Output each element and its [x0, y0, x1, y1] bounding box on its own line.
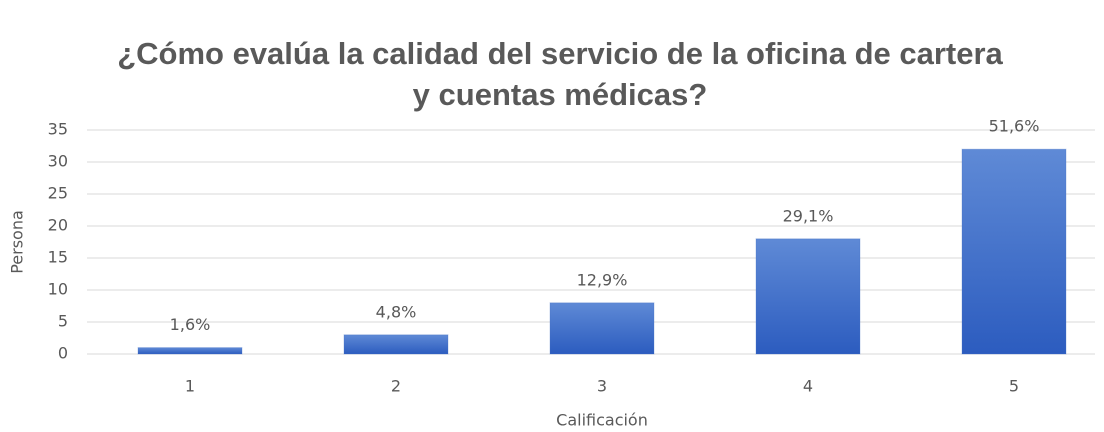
bar [961, 148, 1067, 355]
y-tick-label: 30 [48, 152, 68, 171]
x-tick-label: 4 [803, 377, 813, 396]
y-tick-label: 35 [48, 120, 68, 139]
y-axis-label: Persona [8, 210, 27, 274]
bar [137, 347, 243, 355]
y-tick-label: 0 [58, 344, 68, 363]
x-tick-label: 3 [597, 377, 607, 396]
y-tick-label: 5 [58, 312, 68, 331]
y-tick-label: 15 [48, 248, 68, 267]
x-tick-label: 2 [391, 377, 401, 396]
chart-title: ¿Cómo evalúa la calidad del servicio de … [117, 36, 1003, 112]
x-tick-label: 5 [1009, 377, 1019, 396]
x-axis-label: Calificación [556, 411, 648, 430]
x-tick-label: 1 [185, 377, 195, 396]
bar [755, 238, 861, 355]
y-tick-label: 20 [48, 216, 68, 235]
data-label: 12,9% [577, 270, 628, 289]
bar [549, 302, 655, 355]
data-label: 4,8% [376, 302, 417, 321]
y-tick-label: 25 [48, 184, 68, 203]
data-label: 51,6% [989, 117, 1040, 136]
data-label: 29,1% [783, 206, 834, 225]
y-tick-label: 10 [48, 280, 68, 299]
bar [343, 334, 449, 355]
data-label: 1,6% [170, 315, 211, 334]
